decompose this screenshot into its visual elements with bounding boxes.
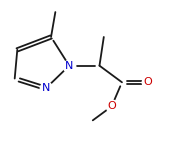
- Text: N: N: [65, 61, 73, 71]
- Text: O: O: [144, 77, 152, 87]
- Text: O: O: [107, 101, 116, 111]
- Text: N: N: [42, 83, 50, 93]
